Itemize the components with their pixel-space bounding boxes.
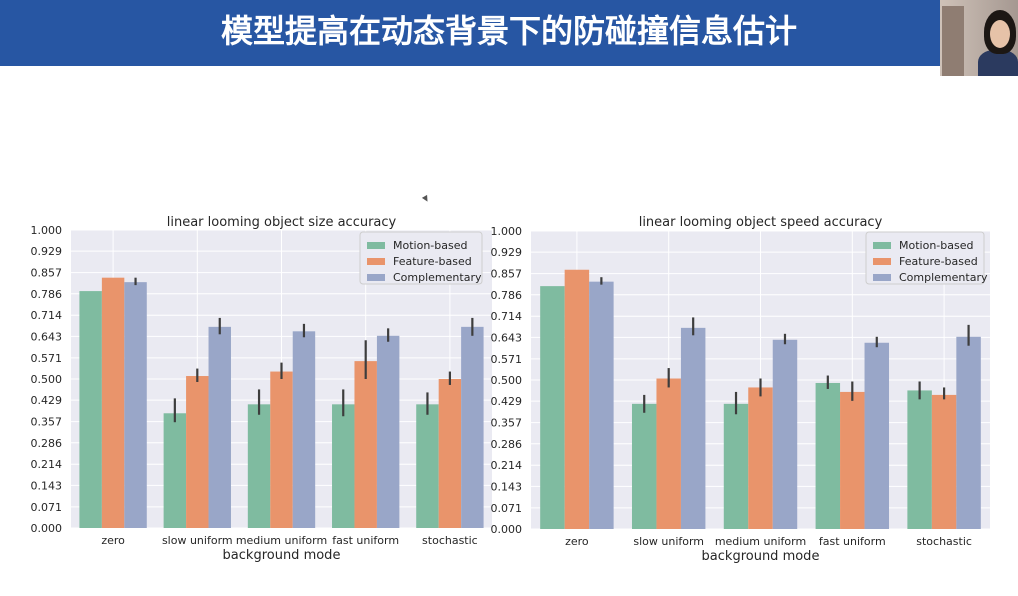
y-tick-label: 0.929 [31,245,63,258]
y-tick-label: 0.357 [31,416,63,429]
legend-box [359,231,483,285]
bar [864,342,890,529]
y-tick-label: 0.214 [491,459,523,472]
x-tick-label: stochastic [422,534,478,547]
y-tick-label: 0.929 [491,246,523,259]
x-tick-label: fast uniform [332,534,399,547]
bar [163,413,187,528]
y-tick-label: 1.000 [31,224,63,237]
y-tick-label: 0.357 [491,417,523,430]
y-tick-label: 0.429 [491,395,523,408]
y-tick-label: 0.286 [491,438,523,451]
bar [631,403,657,529]
bar [564,269,590,529]
bar [772,339,798,529]
x-tick-label: stochastic [916,535,972,548]
legend-label: Complementary [899,271,988,284]
y-tick-label: 0.571 [491,353,523,366]
legend-label: Feature-based [899,255,978,268]
y-tick-label: 0.571 [31,352,63,365]
y-tick-label: 0.857 [491,268,523,281]
x-tick-label: medium uniform [715,535,806,548]
bar [292,331,316,528]
webcam-door [942,6,964,76]
bar [540,286,565,529]
y-tick-label: 0.714 [491,310,523,323]
bar [438,379,462,528]
bar [376,335,400,528]
bar [124,282,147,528]
x-tick-label: fast uniform [819,535,886,548]
x-tick-label: zero [101,534,125,547]
chart-title: linear looming object speed accuracy [639,215,883,230]
y-tick-label: 0.286 [31,437,63,450]
legend-swatch [367,274,385,281]
y-tick-label: 0.786 [31,288,63,301]
x-tick-label: zero [565,535,589,548]
bar [723,403,749,529]
bar [748,387,773,529]
legend-swatch [873,258,891,265]
bar [461,326,484,528]
y-tick-label: 0.643 [31,330,63,343]
legend-label: Feature-based [393,255,472,268]
x-tick-label: medium uniform [236,534,327,547]
bar [840,391,865,529]
y-tick-label: 0.500 [491,374,523,387]
legend-box [865,231,985,285]
x-tick-label: slow uniform [633,535,704,548]
y-tick-label: 0.643 [491,331,523,344]
y-tick-label: 0.143 [31,479,63,492]
bar [416,404,439,528]
legend-label: Motion-based [899,239,973,252]
y-tick-label: 0.000 [491,523,523,536]
legend-swatch [367,242,385,249]
legend-swatch [367,258,385,265]
bar [354,361,377,528]
x-axis-label: background mode [223,548,341,563]
y-tick-label: 0.214 [31,458,63,471]
bar [247,404,271,528]
bar [332,404,355,528]
y-tick-label: 1.000 [491,225,523,238]
bar [589,281,614,529]
bar [656,378,681,529]
y-tick-label: 0.000 [31,522,63,535]
bar [270,371,293,528]
bar [956,336,981,529]
y-tick-label: 0.786 [491,289,523,302]
bar [907,390,932,529]
webcam-thumbnail [940,0,1018,76]
y-tick-label: 0.071 [31,501,63,514]
webcam-presenter-body [978,50,1018,76]
legend-swatch [873,242,891,249]
x-axis-label: background mode [702,549,820,564]
y-tick-label: 0.714 [31,309,63,322]
slide-title: 模型提高在动态背景下的防碰撞信息估计 [220,12,797,50]
bar [79,291,102,528]
bar [931,394,957,529]
y-tick-label: 0.429 [31,394,63,407]
legend-swatch [873,274,891,281]
legend-label: Motion-based [393,239,467,252]
bar [680,327,706,529]
bar [101,277,125,528]
y-tick-label: 0.071 [491,502,523,515]
title-bar [0,0,1018,66]
legend-label: Complementary [393,271,482,284]
bar [186,376,209,528]
webcam-presenter-face [990,20,1010,48]
y-tick-label: 0.500 [31,373,63,386]
bar [208,326,231,528]
chart-title: linear looming object size accuracy [167,215,397,230]
y-tick-label: 0.857 [31,267,63,280]
y-tick-label: 0.143 [491,480,523,493]
bar [815,382,841,529]
x-tick-label: slow uniform [162,534,233,547]
